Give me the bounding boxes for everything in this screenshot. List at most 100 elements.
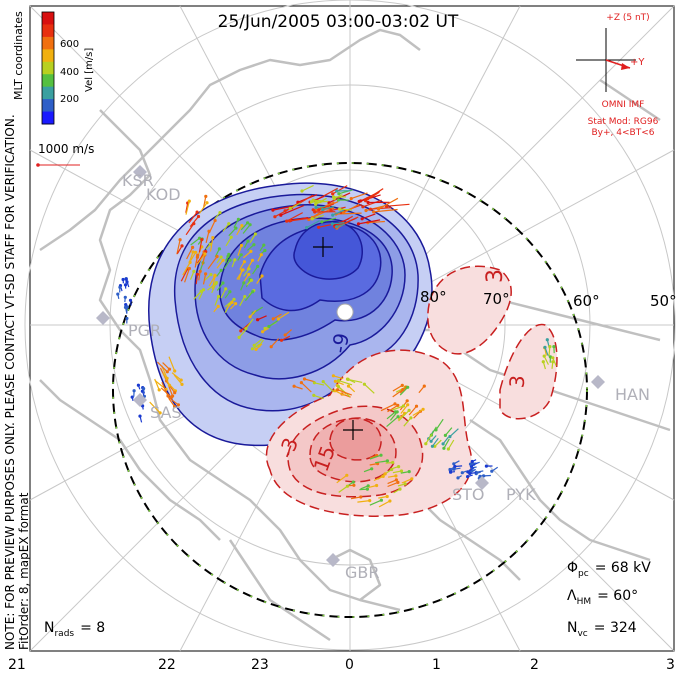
vector-origin [239, 243, 244, 248]
vector-origin [178, 238, 182, 242]
vector-origin [346, 384, 351, 388]
velocity-vector [173, 374, 183, 385]
vector-origin [204, 194, 208, 198]
velocity-vector [413, 410, 421, 419]
vector-origin [397, 465, 401, 469]
vector-origin [331, 213, 335, 217]
vector-origin [403, 482, 407, 486]
vector-origin [345, 377, 350, 381]
velocity-vector [168, 386, 174, 397]
vector-origin [345, 473, 349, 477]
vector-origin [551, 360, 555, 364]
colorbar-swatch [42, 74, 54, 88]
velocity-vector [338, 485, 348, 493]
velocity-vector [162, 372, 170, 386]
velocity-vector [332, 222, 345, 225]
vector-origin [167, 383, 171, 387]
velocity-vector [443, 438, 450, 449]
vector-origin [388, 499, 392, 503]
vector-origin [195, 272, 200, 276]
vector-origin [321, 380, 325, 384]
vector-origin [542, 354, 546, 358]
vector-origin [123, 295, 127, 299]
vector-origin [406, 385, 410, 389]
vector-origin [248, 223, 252, 227]
vector-origin [239, 253, 243, 257]
velocity-vector [328, 192, 351, 204]
vector-origin [250, 258, 255, 262]
vector-origin [551, 356, 555, 360]
vector-origin [441, 442, 445, 446]
velocity-vector [369, 454, 382, 460]
velocity-vector [350, 496, 361, 500]
velocity-vector [185, 223, 195, 236]
velocity-vector [202, 196, 207, 209]
vector-origin [359, 495, 363, 499]
vector-origin [243, 295, 247, 299]
velocity-vector [398, 409, 410, 422]
vector-origin [442, 446, 446, 450]
stat-model: Stat Mod: RG96 [588, 117, 659, 127]
vector-origin [379, 498, 383, 502]
plot-frame [29, 5, 675, 652]
vector-origin [188, 260, 192, 264]
vector-origin [260, 274, 264, 278]
velocity-vector [176, 239, 181, 255]
vector-origin [406, 403, 410, 407]
vector-origin [361, 205, 365, 209]
vector-origin [125, 316, 129, 321]
vector-origin [132, 389, 136, 393]
vector-origin [331, 192, 335, 196]
vector-origin [452, 467, 456, 471]
velocity-vector [367, 220, 385, 224]
imf-clock-dial: +Z (5 nT) +Y OMNI IMF Stat Mod: RG96 By+… [576, 13, 659, 138]
vector-origin [165, 370, 169, 374]
vector-origin [410, 477, 414, 481]
station-label-sto: STO [452, 485, 485, 504]
vector-origin [205, 201, 209, 205]
vector-origin [409, 416, 413, 420]
vector-origin [370, 467, 374, 471]
velocity-vectors [116, 184, 557, 508]
vector-origin [234, 226, 238, 230]
velocity-vector [237, 245, 243, 256]
vector-origin [396, 415, 400, 419]
imf-source: OMNI IMF [602, 100, 645, 110]
colorbar-swatch [42, 99, 54, 113]
velocity-vector [548, 346, 551, 357]
velocity-vector [395, 386, 406, 393]
vector-origin [259, 253, 263, 257]
vector-origin [252, 243, 256, 247]
velocity-vector [365, 191, 380, 202]
vector-origin [214, 282, 218, 286]
vector-origin [123, 283, 128, 287]
vector-origin [320, 220, 324, 224]
vector-origin [240, 224, 244, 228]
velocity-colorbar: 600 400 200 Vel [m/s] [41, 11, 95, 125]
vector-origin [360, 217, 364, 221]
velocity-vector [408, 405, 417, 416]
vector-origin [349, 197, 353, 201]
velocity-vector [386, 411, 396, 420]
vector-origin [545, 338, 549, 342]
vector-origin [305, 226, 309, 230]
velocity-vector [334, 390, 345, 396]
velocity-vector [214, 296, 220, 306]
vector-origin [173, 405, 177, 409]
vector-origin [401, 404, 405, 408]
velocity-vector [363, 383, 375, 394]
vector-origin [173, 391, 177, 395]
velocity-vector [313, 199, 325, 202]
vector-origin [125, 280, 129, 284]
vector-origin [216, 304, 220, 308]
velocity-vector [272, 205, 293, 211]
vector-origin [424, 442, 428, 446]
vector-origin [375, 483, 379, 488]
vector-origin [204, 272, 208, 276]
vector-origin [136, 383, 140, 387]
colorbar-swatch [42, 61, 54, 75]
positive-subcell-a [427, 265, 512, 355]
vector-origin [173, 369, 177, 373]
colorbar-swatch [42, 49, 54, 63]
